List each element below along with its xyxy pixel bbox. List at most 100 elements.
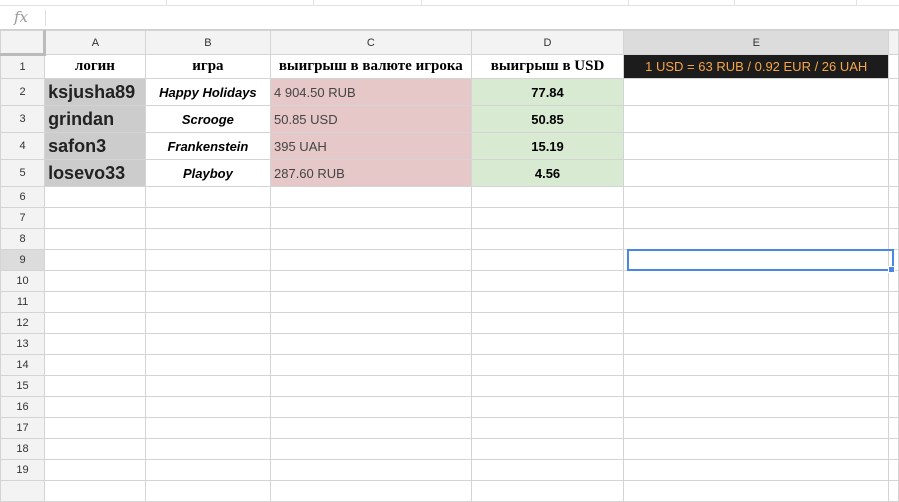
cell-win-currency[interactable]: 287.60 RUB [270,159,472,187]
cell[interactable] [44,291,146,313]
cell-login[interactable]: ksjusha89 [44,78,146,106]
cell-game[interactable]: Scrooge [144,105,272,133]
cell[interactable] [470,291,625,313]
cell[interactable] [470,438,625,460]
cell-win-currency[interactable]: 395 UAH [270,132,472,160]
cell[interactable] [623,159,890,187]
cell[interactable] [270,228,472,250]
row-header[interactable]: 16 [0,396,46,418]
column-header-e[interactable]: E [623,30,890,55]
cell[interactable] [270,312,472,334]
fill-handle[interactable] [888,266,895,273]
cell[interactable] [144,459,272,481]
cell[interactable] [144,396,272,418]
cell-win-currency[interactable]: 50.85 USD [270,105,472,133]
cell[interactable] [888,228,899,250]
cell[interactable] [470,186,625,208]
row-header[interactable]: 8 [0,228,46,250]
cell[interactable] [623,480,890,502]
cell[interactable] [470,354,625,376]
cell[interactable] [144,291,272,313]
cell[interactable] [270,396,472,418]
cell[interactable] [470,270,625,292]
cell-login[interactable]: losevo33 [44,159,146,187]
cell[interactable] [623,291,890,313]
cell[interactable] [888,291,899,313]
cell[interactable] [888,270,899,292]
cell-c1[interactable]: выигрыш в валюте игрока [270,54,472,79]
cell[interactable] [44,417,146,439]
cell[interactable] [44,438,146,460]
cell[interactable] [470,228,625,250]
cell-game[interactable]: Happy Holidays [144,78,272,106]
cell[interactable] [144,312,272,334]
cell[interactable] [44,354,146,376]
cell[interactable] [623,270,890,292]
cell[interactable] [270,333,472,355]
cell[interactable] [470,207,625,229]
row-header[interactable] [0,480,46,502]
cell[interactable] [623,228,890,250]
row-header[interactable]: 17 [0,417,46,439]
cell[interactable] [623,396,890,418]
cell[interactable] [470,480,625,502]
cell[interactable] [44,207,146,229]
row-header[interactable]: 12 [0,312,46,334]
cell[interactable] [623,354,890,376]
formula-input[interactable] [50,8,890,28]
cell[interactable] [144,438,272,460]
cell[interactable] [888,159,899,187]
cell-win-usd[interactable]: 15.19 [470,132,625,160]
cell[interactable] [144,480,272,502]
cell[interactable] [144,375,272,397]
cell[interactable] [888,333,899,355]
cell[interactable] [270,375,472,397]
cell[interactable] [144,354,272,376]
cell[interactable] [144,333,272,355]
cell[interactable] [270,417,472,439]
cell[interactable] [44,186,146,208]
cell[interactable] [888,375,899,397]
cell[interactable] [270,207,472,229]
cell[interactable] [270,249,472,271]
cell[interactable] [44,375,146,397]
row-header[interactable]: 10 [0,270,46,292]
cell[interactable] [270,270,472,292]
cell-win-usd[interactable]: 50.85 [470,105,625,133]
column-header-d[interactable]: D [470,30,625,55]
cell[interactable] [470,375,625,397]
row-header[interactable]: 5 [0,159,46,187]
column-header-f[interactable] [888,30,899,55]
cell[interactable] [44,312,146,334]
cell[interactable] [270,291,472,313]
cell-game[interactable]: Frankenstein [144,132,272,160]
cell-game[interactable]: Playboy [144,159,272,187]
cell[interactable] [270,438,472,460]
cell[interactable] [623,312,890,334]
cell[interactable] [623,459,890,481]
cell[interactable] [44,459,146,481]
cell[interactable] [888,312,899,334]
select-all-corner[interactable] [0,30,47,56]
cell-e1-exchange-rate[interactable]: 1 USD = 63 RUB / 0.92 EUR / 26 UAH [623,54,890,79]
cell[interactable] [270,354,472,376]
cell[interactable] [144,186,272,208]
cell-login[interactable]: safon3 [44,132,146,160]
cell-win-usd[interactable]: 77.84 [470,78,625,106]
cell[interactable] [44,270,146,292]
cell[interactable] [44,228,146,250]
cell[interactable] [888,354,899,376]
cell[interactable] [470,396,625,418]
row-header[interactable]: 11 [0,291,46,313]
cell[interactable] [623,375,890,397]
cell[interactable] [888,186,899,208]
cell[interactable] [623,438,890,460]
cell-win-currency[interactable]: 4 904.50 RUB [270,78,472,106]
cell[interactable] [144,228,272,250]
cell[interactable] [144,207,272,229]
cell[interactable] [144,270,272,292]
cell[interactable] [470,459,625,481]
cell[interactable] [623,249,890,271]
cell-win-usd[interactable]: 4.56 [470,159,625,187]
cell-a1[interactable]: логин [44,54,146,79]
